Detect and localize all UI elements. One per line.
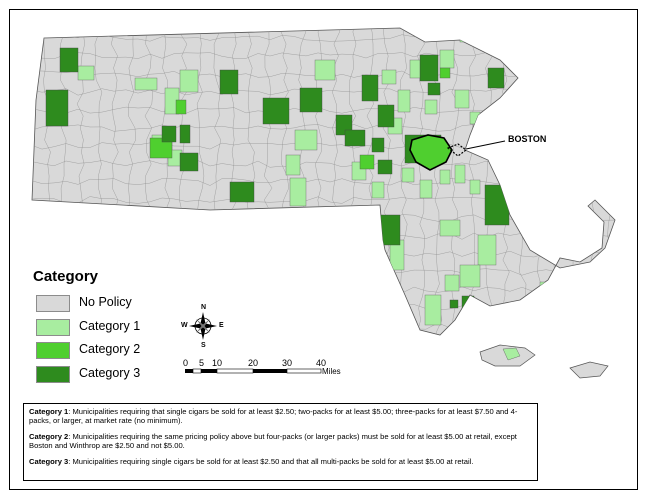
boston-label: BOSTON xyxy=(508,134,547,144)
compass-rose xyxy=(189,312,217,340)
note-category-2: Category 2: Municipalities requiring the… xyxy=(29,432,532,451)
map-frame xyxy=(9,9,638,490)
nantucket xyxy=(569,361,609,379)
legend-label-category-2: Category 2 xyxy=(79,342,141,356)
legend-swatch-no-policy xyxy=(36,295,70,312)
scale-tick-40: 40 xyxy=(316,358,327,368)
note-text-category-2: : Municipalities requiring the same pric… xyxy=(29,431,517,451)
compass-south-label: S xyxy=(201,342,206,349)
scale-tick-10: 10 xyxy=(212,358,223,368)
note-category-3: Category 3: Municipalities requiring sin… xyxy=(29,457,532,466)
scale-tick-0: 0 xyxy=(183,358,189,368)
scale-tick-20: 20 xyxy=(248,358,259,368)
category1-municipalities xyxy=(77,29,614,326)
boston-harbor-outline xyxy=(446,143,467,157)
scale-tick-30: 30 xyxy=(282,358,293,368)
boston-outline xyxy=(409,134,453,171)
legend-label-category-3: Category 3 xyxy=(79,366,141,380)
legend-label-category-1: Category 1 xyxy=(79,319,141,333)
legend-swatch-category-1 xyxy=(36,319,70,336)
note-category-1: Category 1: Municipalities requiring tha… xyxy=(29,407,532,426)
category-definitions-box: Category 1: Municipalities requiring tha… xyxy=(23,403,538,481)
boston-leader-line xyxy=(465,140,506,150)
legend-label-no-policy: No Policy xyxy=(79,295,132,309)
legend-swatch-category-3 xyxy=(36,366,70,383)
legend-swatch-category-2 xyxy=(36,342,70,359)
compass-west-label: W xyxy=(181,322,188,329)
scale-unit-label: Miles xyxy=(322,367,341,376)
note-term-category-2: Category 2 xyxy=(29,431,69,441)
scale-tick-5: 5 xyxy=(199,358,205,368)
vineyard-category1-area xyxy=(502,347,521,361)
note-text-category-3: : Municipalities requiring single cigars… xyxy=(68,456,474,466)
note-text-category-1: : Municipalities requiring that single c… xyxy=(29,407,518,426)
compass-north-label: N xyxy=(201,304,207,311)
legend-title: Category xyxy=(33,268,99,285)
note-term-category-1: Category 1 xyxy=(29,407,69,416)
compass-east-label: E xyxy=(219,322,224,329)
note-term-category-3: Category 3 xyxy=(29,456,69,466)
scale-bar xyxy=(185,368,322,374)
